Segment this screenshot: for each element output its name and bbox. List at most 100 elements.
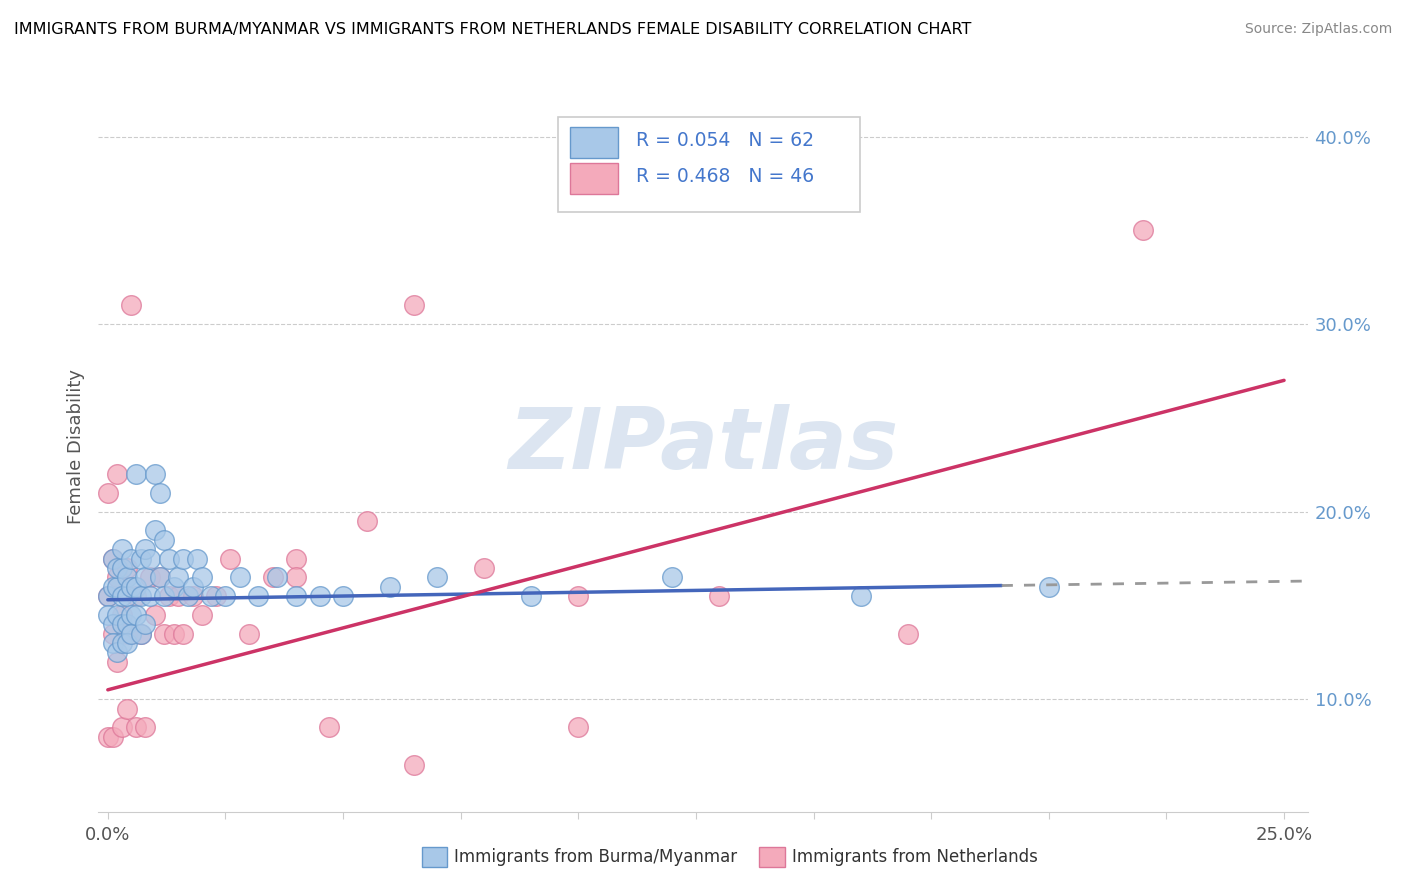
Point: [520, 589, 543, 603]
Point: [163, 626, 186, 640]
Point: [205, 589, 228, 603]
Point: [125, 580, 148, 594]
Point: [402, 757, 425, 772]
Point: [125, 467, 148, 482]
Point: [214, 589, 236, 603]
Point: [115, 570, 138, 584]
Point: [285, 570, 308, 584]
Point: [163, 580, 186, 594]
Point: [120, 580, 142, 594]
Point: [120, 626, 142, 640]
Point: [567, 720, 589, 734]
Point: [101, 551, 124, 566]
Point: [897, 626, 920, 640]
Point: [105, 607, 128, 622]
Point: [472, 561, 495, 575]
Point: [661, 570, 683, 584]
Point: [105, 655, 128, 669]
Point: [125, 607, 148, 622]
Point: [262, 570, 284, 584]
Point: [101, 730, 124, 744]
Point: [191, 570, 214, 584]
Point: [228, 570, 250, 584]
Point: [101, 636, 124, 650]
Point: [139, 570, 162, 584]
Point: [129, 626, 152, 640]
Point: [191, 607, 214, 622]
Point: [849, 589, 872, 603]
Point: [134, 542, 156, 557]
Point: [115, 636, 138, 650]
Point: [115, 561, 138, 575]
Point: [115, 626, 138, 640]
Text: Source: ZipAtlas.com: Source: ZipAtlas.com: [1244, 22, 1392, 37]
Point: [111, 617, 134, 632]
Point: [111, 589, 134, 603]
Point: [97, 730, 120, 744]
Text: IMMIGRANTS FROM BURMA/MYANMAR VS IMMIGRANTS FROM NETHERLANDS FEMALE DISABILITY C: IMMIGRANTS FROM BURMA/MYANMAR VS IMMIGRA…: [14, 22, 972, 37]
Point: [247, 589, 270, 603]
Point: [105, 467, 128, 482]
Point: [318, 720, 340, 734]
Point: [139, 589, 162, 603]
Point: [285, 551, 308, 566]
Point: [105, 570, 128, 584]
Point: [143, 524, 166, 538]
Point: [134, 570, 156, 584]
Point: [111, 561, 134, 575]
Point: [101, 617, 124, 632]
FancyBboxPatch shape: [569, 127, 619, 158]
Point: [308, 589, 330, 603]
Point: [101, 626, 124, 640]
Text: R = 0.468   N = 46: R = 0.468 N = 46: [637, 168, 814, 186]
Point: [129, 626, 152, 640]
Point: [181, 589, 204, 603]
Y-axis label: Female Disability: Female Disability: [66, 368, 84, 524]
FancyBboxPatch shape: [569, 163, 619, 194]
Point: [172, 551, 194, 566]
Point: [378, 580, 401, 594]
Point: [153, 589, 176, 603]
Text: Immigrants from Burma/Myanmar: Immigrants from Burma/Myanmar: [454, 848, 737, 866]
Point: [97, 589, 120, 603]
Point: [111, 636, 134, 650]
Point: [101, 551, 124, 566]
Point: [111, 720, 134, 734]
Point: [181, 580, 204, 594]
Point: [149, 486, 172, 500]
Point: [709, 589, 731, 603]
Point: [105, 561, 128, 575]
Point: [97, 607, 120, 622]
Point: [97, 486, 120, 500]
Point: [115, 701, 138, 715]
Point: [200, 589, 222, 603]
Point: [134, 617, 156, 632]
Text: Immigrants from Netherlands: Immigrants from Netherlands: [792, 848, 1038, 866]
Point: [115, 617, 138, 632]
Point: [120, 551, 142, 566]
Point: [426, 570, 449, 584]
Point: [167, 589, 190, 603]
Point: [143, 467, 166, 482]
Point: [149, 570, 172, 584]
Point: [120, 626, 142, 640]
Point: [111, 607, 134, 622]
Point: [177, 589, 200, 603]
FancyBboxPatch shape: [558, 117, 860, 212]
Point: [129, 551, 152, 566]
Point: [1132, 223, 1154, 237]
Text: R = 0.054   N = 62: R = 0.054 N = 62: [637, 131, 814, 150]
Point: [125, 720, 148, 734]
Point: [111, 542, 134, 557]
Point: [97, 589, 120, 603]
Point: [172, 626, 194, 640]
Point: [105, 645, 128, 659]
Point: [219, 551, 242, 566]
Point: [157, 589, 180, 603]
Point: [167, 570, 190, 584]
Point: [105, 580, 128, 594]
Point: [143, 607, 166, 622]
Point: [125, 589, 148, 603]
Point: [129, 589, 152, 603]
Point: [153, 533, 176, 547]
